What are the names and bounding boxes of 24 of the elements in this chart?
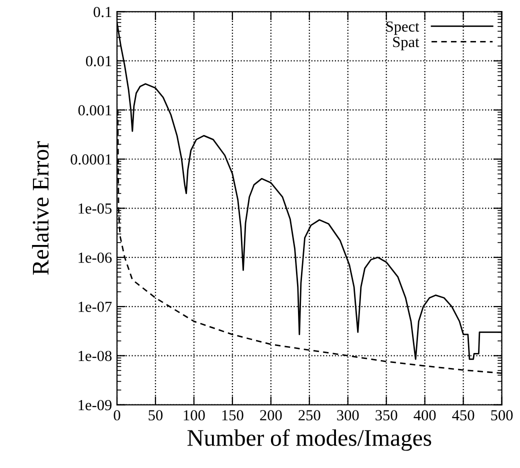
y-tick-label: 1e-08 — [78, 350, 112, 362]
y-tick-label: 1e-07 — [78, 302, 112, 312]
x-axis-title: Number of modes/Images — [187, 429, 432, 451]
x-tick-label: 250 — [298, 410, 320, 420]
x-tick-label: 200 — [260, 410, 282, 420]
x-tick-label: 450 — [452, 410, 474, 420]
x-tick-label: 400 — [414, 410, 436, 420]
y-tick-label: 1e-09 — [78, 400, 112, 410]
x-tick-label: 100 — [184, 410, 205, 420]
x-tick-label: 500 — [491, 410, 513, 420]
x-tick-label: 300 — [337, 410, 359, 420]
y-tick-label: 0.0001 — [70, 154, 112, 165]
x-tick-label: 0 — [114, 410, 120, 420]
x-tick-label: 350 — [376, 410, 398, 420]
y-axis-title: Relative Error — [32, 141, 49, 275]
y-tick-label: 0.1 — [94, 6, 112, 18]
y-tick-label: 0.01 — [86, 56, 112, 66]
x-tick-label: 50 — [148, 410, 163, 420]
legend-label: Spect — [386, 21, 420, 35]
x-tick-label: 150 — [222, 410, 244, 420]
y-tick-label: 1e-05 — [78, 203, 112, 214]
legend-label: Spat — [393, 36, 420, 50]
y-tick-label: 1e-06 — [78, 252, 112, 263]
y-tick-label: 0.001 — [78, 105, 112, 116]
